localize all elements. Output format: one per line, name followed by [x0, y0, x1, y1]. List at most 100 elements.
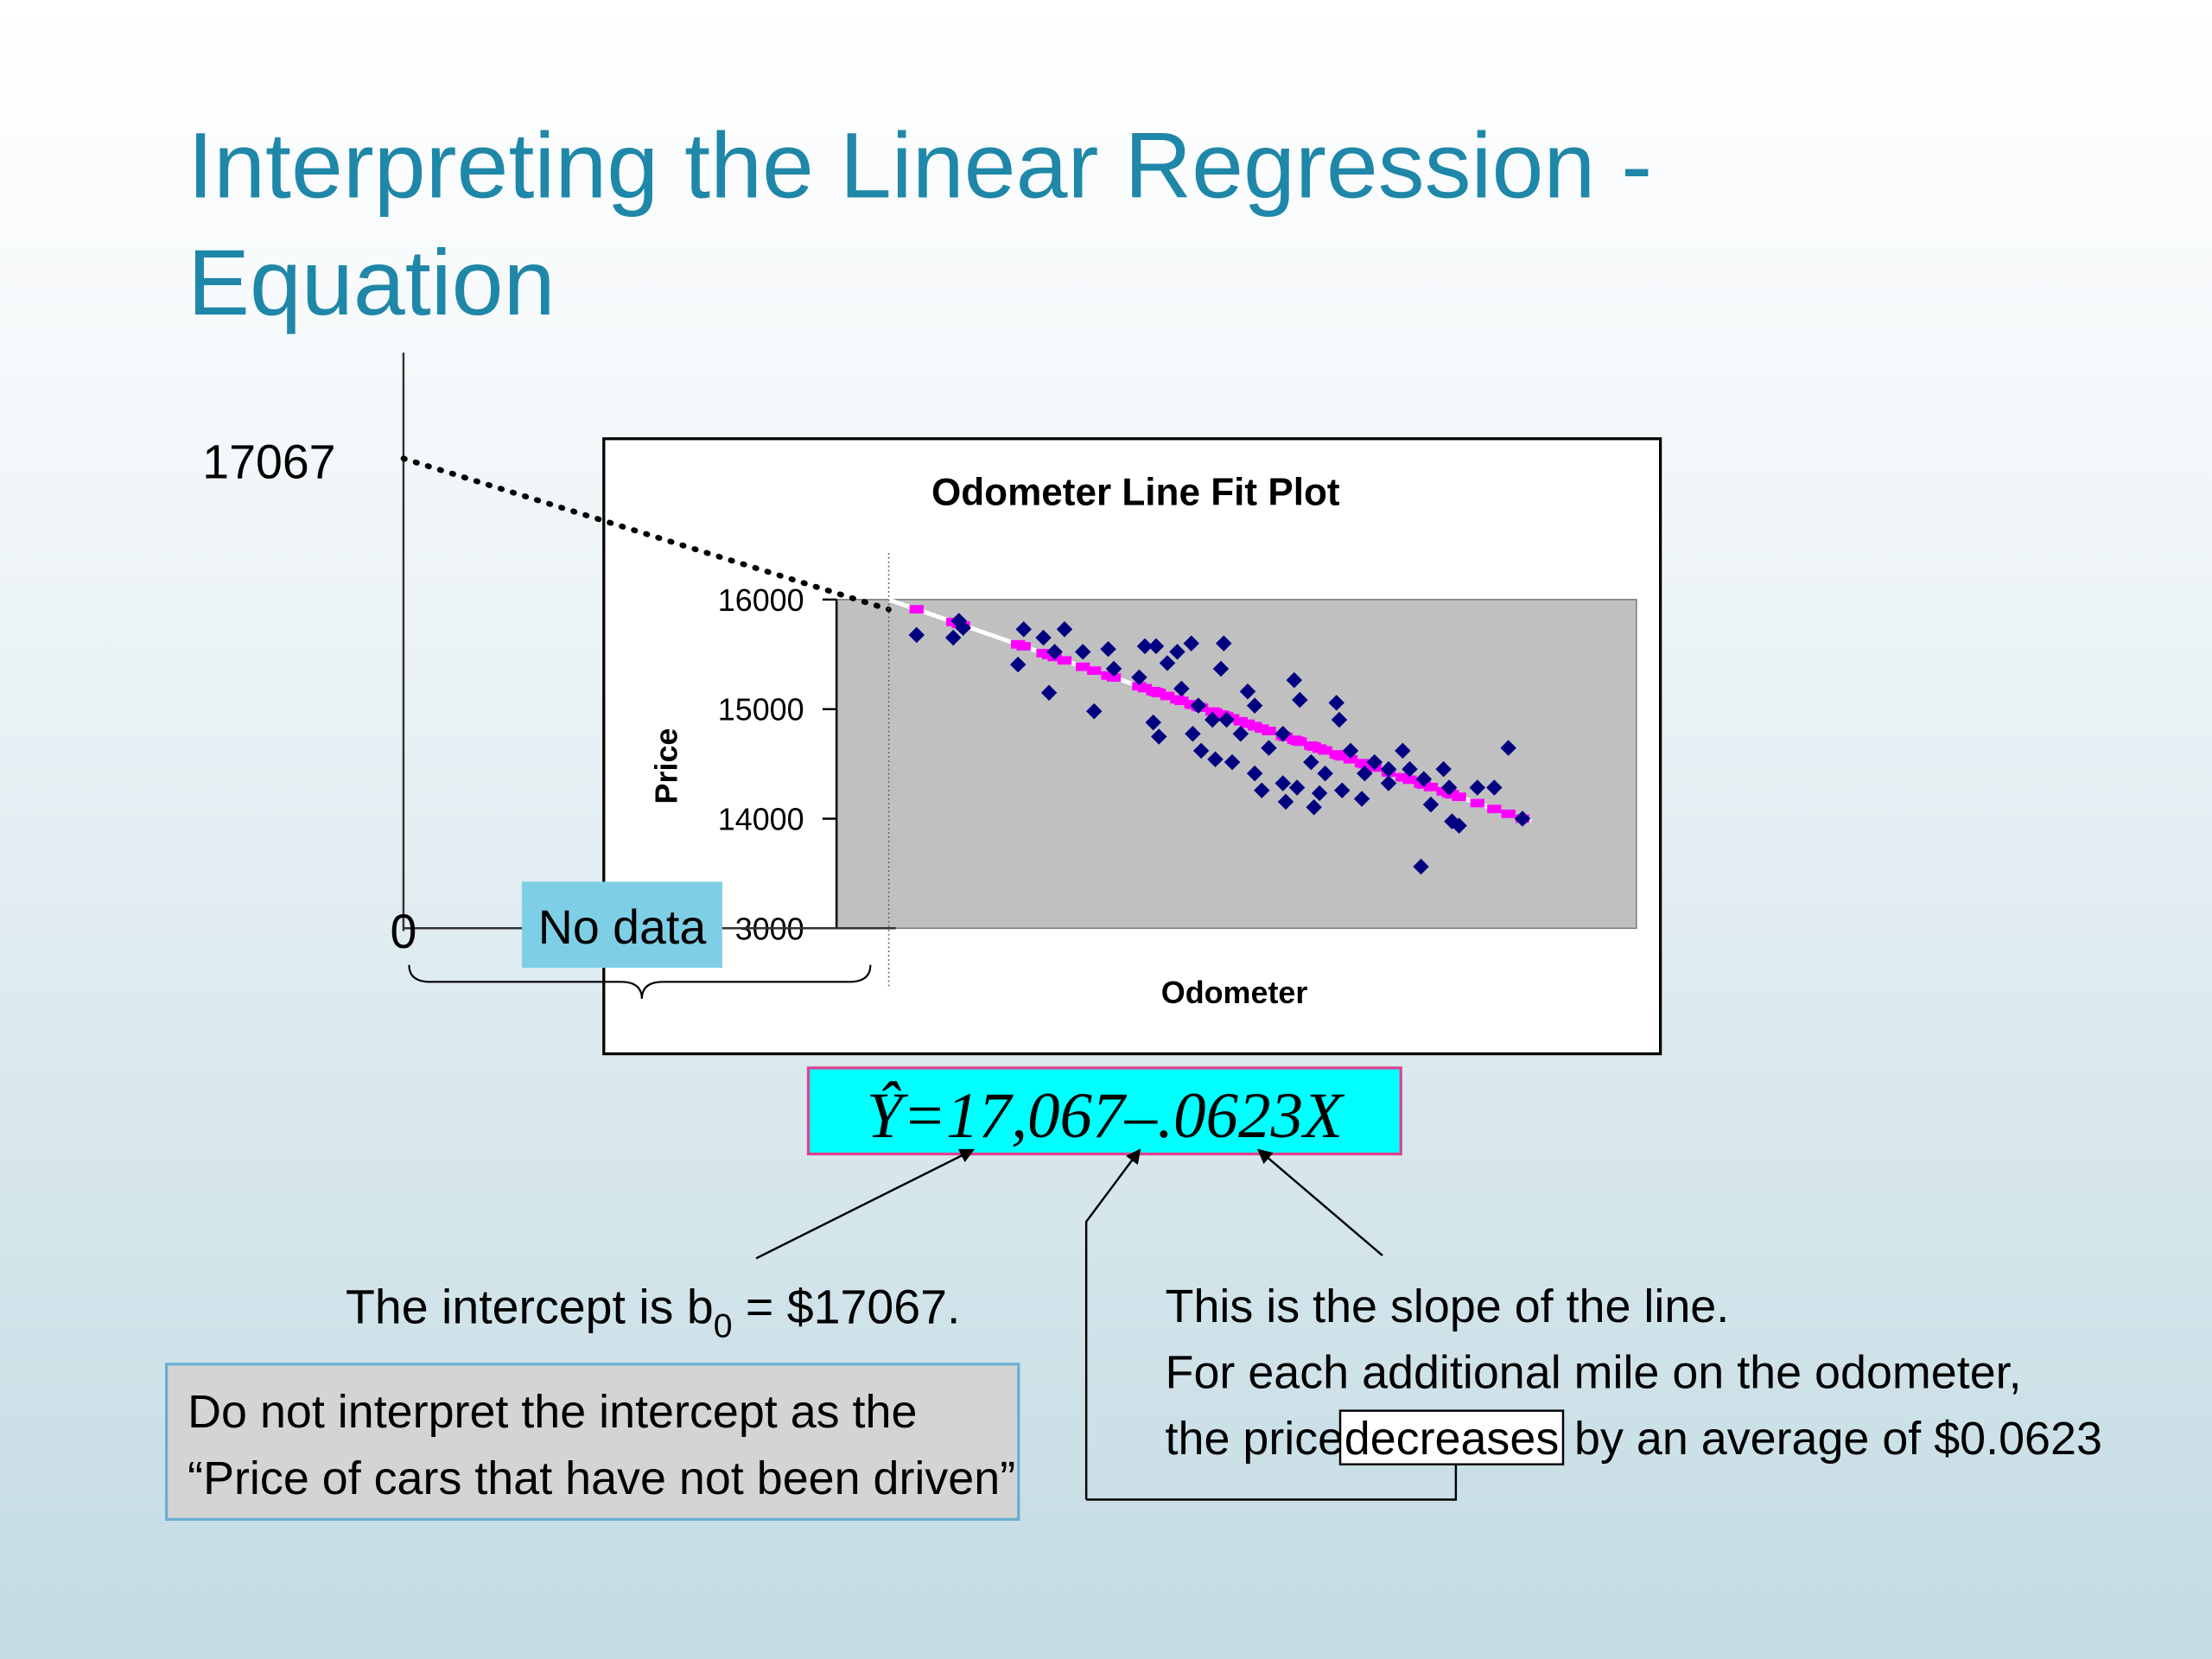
data-point: [1274, 775, 1291, 791]
predicted-marker: [1174, 696, 1189, 705]
data-point: [1173, 680, 1190, 697]
origin-label: 0: [391, 905, 417, 958]
data-point: [1105, 660, 1122, 677]
data-point: [1100, 640, 1116, 658]
predicted-marker: [1011, 639, 1026, 649]
data-point: [1190, 697, 1207, 714]
data-point: [1402, 760, 1418, 778]
data-point: [1046, 644, 1063, 660]
predicted-marker: [1343, 754, 1358, 764]
highlight-box: [1338, 1409, 1565, 1465]
predicted-marker: [1357, 760, 1372, 769]
data-point: [1342, 742, 1359, 760]
brace: [408, 964, 872, 999]
data-point: [1254, 782, 1270, 799]
data-point: [1306, 799, 1322, 816]
data-point: [1169, 644, 1185, 660]
data-point: [1216, 635, 1232, 652]
predicted-marker: [1132, 682, 1147, 691]
connector: [1086, 1464, 1458, 1501]
predicted-marker: [1423, 782, 1439, 791]
warning-box: [165, 1363, 1020, 1521]
chart-title: Odometer Line Fit Plot: [931, 471, 1340, 513]
data-point: [1357, 765, 1373, 782]
y-tick-label: 15000: [718, 692, 804, 728]
slope-note: by an average of $0.0623: [1574, 1413, 2102, 1465]
predicted-marker: [1255, 724, 1269, 734]
data-point: [1288, 779, 1306, 796]
data-point: [1239, 683, 1256, 700]
predicted-marker: [1208, 708, 1223, 717]
predicted-marker: [1312, 744, 1327, 753]
data-point: [1015, 621, 1032, 638]
data-point: [1274, 725, 1291, 742]
data-point: [1451, 817, 1467, 834]
arrow: [1257, 1148, 1383, 1256]
no-data-label: No data: [538, 900, 707, 954]
data-point: [1334, 782, 1351, 799]
data-point: [1311, 785, 1328, 802]
predicted-marker: [1487, 804, 1502, 814]
data-point: [1380, 775, 1397, 791]
intercept-label: 17067: [202, 435, 335, 488]
data-point: [1224, 753, 1241, 771]
data-point: [1159, 655, 1176, 671]
data-point: [1286, 671, 1303, 689]
slide-title: Interpreting the Linear Regression -: [188, 113, 1652, 218]
data-point: [1131, 669, 1147, 686]
data-point: [1207, 751, 1224, 767]
data-point: [908, 626, 925, 644]
chart: Odometer Line Fit Plot300014000150001600…: [649, 471, 1637, 1010]
y-tick-label: 16000: [718, 582, 804, 618]
data-point: [1056, 621, 1073, 638]
predicted-marker: [1057, 656, 1072, 665]
text: The intercept is b: [346, 1280, 714, 1333]
predicted-marker: [1233, 716, 1249, 726]
data-point: [1317, 765, 1333, 782]
predicted-marker: [1152, 689, 1166, 697]
data-point: [1074, 644, 1091, 660]
arrow: [755, 1148, 976, 1260]
predicted-marker: [1335, 752, 1350, 761]
predicted-marker: [1402, 775, 1417, 785]
slope-note: For each additional mile on the odometer…: [1166, 1347, 2022, 1399]
predicted-marker: [1452, 792, 1466, 802]
equation-box: [806, 1066, 1402, 1156]
equation: Ŷ=17,067–.0623X: [867, 1080, 1345, 1152]
arrow: [1084, 1148, 1141, 1500]
data-point: [1380, 760, 1397, 778]
data-point: [1261, 740, 1277, 756]
data-point: [1192, 742, 1210, 760]
slide-title: Equation: [188, 230, 555, 334]
data-point: [1136, 638, 1154, 655]
data-point: [1147, 638, 1165, 655]
data-point: [1413, 858, 1429, 875]
data-point: [1415, 771, 1433, 787]
data-point: [955, 620, 971, 636]
slope-note: decreases: [1344, 1413, 1560, 1465]
data-point: [1292, 691, 1308, 709]
data-point: [1086, 702, 1103, 720]
predicted-marker: [1076, 662, 1090, 671]
data-point: [1303, 753, 1319, 771]
x-axis-label: Odometer: [1161, 975, 1308, 1010]
data-point: [1151, 728, 1167, 745]
warning-text: Do not interpret the intercept as the: [188, 1386, 917, 1438]
data-point: [1009, 656, 1027, 673]
warning-text: “Price of cars that have not been driven…: [188, 1452, 1015, 1504]
text: = $17067.: [733, 1280, 961, 1333]
subscript: 0: [714, 1308, 733, 1345]
data-point: [1246, 765, 1263, 782]
data-point: [1277, 793, 1294, 810]
no-data-box: [522, 881, 722, 968]
predicted-marker: [1289, 736, 1305, 746]
predicted-marker: [909, 605, 924, 614]
data-point: [1035, 629, 1052, 646]
intercept-note: The intercept is b0 = $17067.: [346, 1280, 960, 1344]
y-tick-label: 14000: [718, 802, 804, 837]
predicted-marker: [1501, 809, 1516, 818]
slope-note: This is the slope of the line.: [1166, 1281, 1730, 1332]
predicted-marker: [1160, 691, 1175, 701]
